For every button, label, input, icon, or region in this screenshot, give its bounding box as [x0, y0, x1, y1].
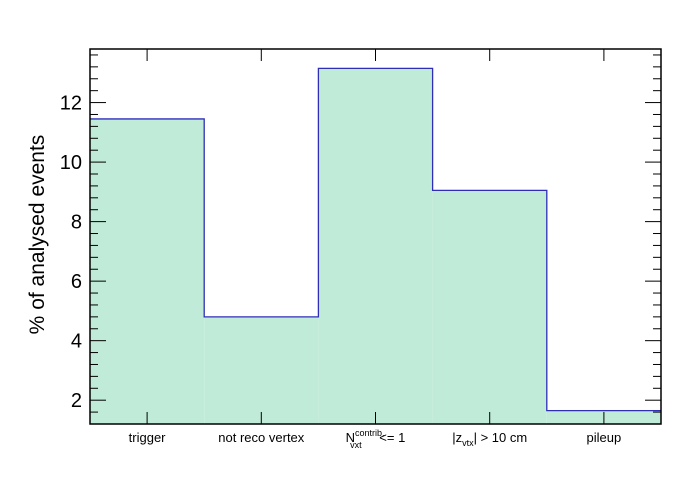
y-tick-labels: 2 4 6 8 10 12	[60, 93, 82, 413]
bar-1	[204, 316, 319, 424]
bars-layer	[90, 67, 661, 424]
y-tick-label: 4	[71, 331, 82, 353]
y-tick-label: 8	[71, 212, 82, 234]
bar-0	[90, 118, 205, 424]
ticks-layer	[90, 49, 661, 425]
x-tick-labels: trigger not reco vertex Ncontrib. vxt <= 1 |…	[129, 428, 622, 450]
plot-frame	[89, 48, 662, 425]
y-tick-label: 12	[60, 93, 82, 115]
x-tick-label: pileup	[587, 430, 622, 445]
x-tick-label: |zvtx| > 10 cm	[452, 430, 527, 448]
y-tick-label: 10	[60, 152, 82, 174]
bar-2	[318, 68, 433, 424]
histogram-outline	[90, 67, 661, 412]
y-tick-label: 6	[71, 271, 82, 293]
x-tick-label: Ncontrib. vxt <= 1	[346, 428, 406, 450]
x-tick-label: not reco vertex	[218, 430, 304, 445]
y-tick-label: 2	[71, 390, 82, 412]
y-axis-label: % of analysed events	[26, 135, 49, 335]
bar-3	[432, 190, 547, 424]
x-tick-label: trigger	[129, 430, 167, 445]
